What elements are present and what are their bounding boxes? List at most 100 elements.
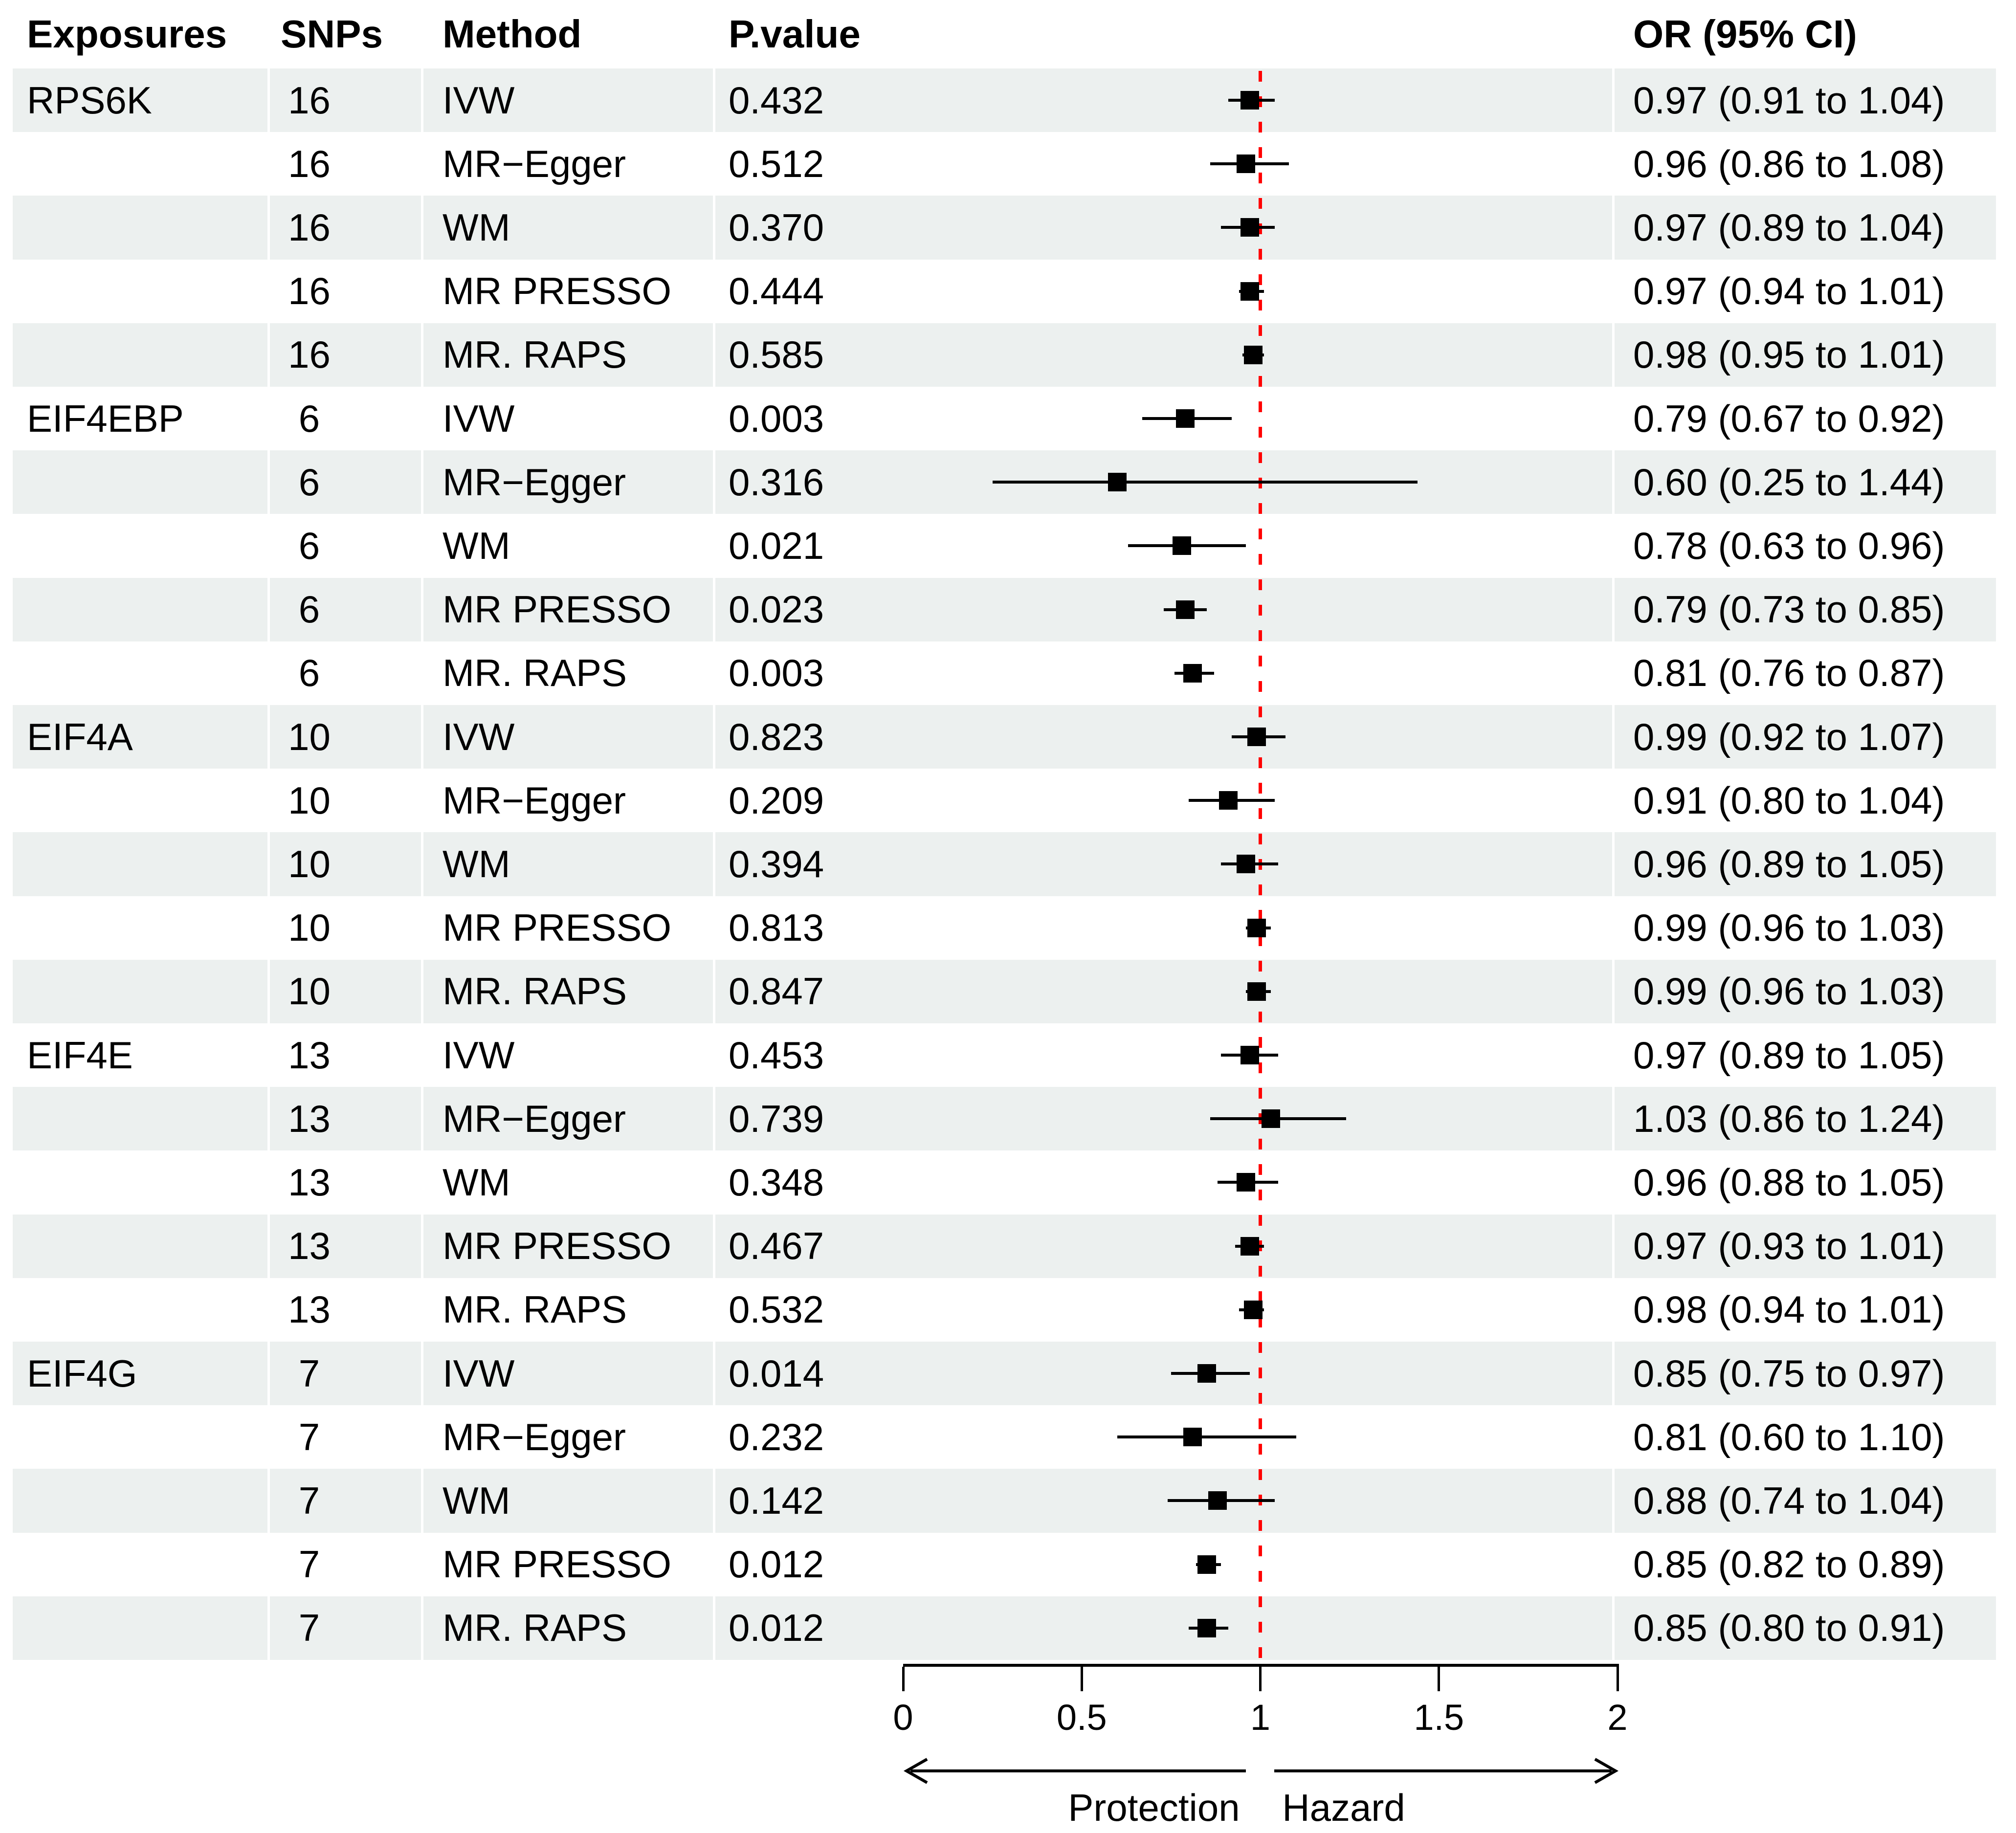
method-label: IVW bbox=[443, 1351, 515, 1395]
row-stripe bbox=[13, 832, 1996, 896]
or-ci-value: 0.85 (0.80 to 0.91) bbox=[1633, 1606, 1945, 1650]
snps-value: 6 bbox=[298, 397, 320, 440]
or-marker bbox=[1176, 600, 1195, 619]
or-ci-value: 0.91 (0.80 to 1.04) bbox=[1633, 778, 1945, 822]
or-marker bbox=[1218, 791, 1238, 810]
axis-tick-label: 0.5 bbox=[1056, 1697, 1107, 1738]
or-marker bbox=[1237, 1173, 1256, 1192]
table-row: EIF4A 10 IVW 0.823 0.99 (0.92 to 1.07) bbox=[0, 705, 2016, 769]
row-stripe bbox=[13, 577, 1996, 641]
row-stripe bbox=[13, 196, 1996, 260]
exposure-label: EIF4EBP bbox=[27, 397, 184, 440]
direction-arrows bbox=[903, 1758, 1619, 1784]
snps-value: 13 bbox=[288, 1224, 331, 1268]
header-method: Method bbox=[443, 12, 582, 56]
axis-tick-label: 1.5 bbox=[1414, 1697, 1464, 1738]
or-ci-value: 0.96 (0.89 to 1.05) bbox=[1633, 842, 1945, 885]
method-label: MR−Egger bbox=[443, 778, 626, 822]
or-ci-value: 0.79 (0.73 to 0.85) bbox=[1633, 588, 1945, 631]
axis-tick bbox=[902, 1667, 905, 1691]
table-row: 6 MR−Egger 0.316 0.60 (0.25 to 1.44) bbox=[0, 450, 2016, 514]
column-seam bbox=[713, 68, 715, 1660]
or-marker bbox=[1197, 1618, 1216, 1637]
snps-value: 6 bbox=[298, 524, 320, 567]
axis-tick bbox=[1438, 1667, 1440, 1691]
table-row: RPS6K 16 IVW 0.432 0.97 (0.91 to 1.04) bbox=[0, 68, 2016, 133]
or-marker bbox=[1240, 1237, 1259, 1256]
or-marker bbox=[1240, 91, 1259, 110]
x-axis-line bbox=[903, 1664, 1619, 1667]
snps-value: 6 bbox=[298, 651, 320, 695]
axis-tick-label: 0 bbox=[893, 1697, 913, 1738]
column-seam bbox=[421, 68, 423, 1660]
method-label: MR−Egger bbox=[443, 142, 626, 185]
table-row: 16 MR−Egger 0.512 0.96 (0.86 to 1.08) bbox=[0, 132, 2016, 196]
method-label: MR−Egger bbox=[443, 1415, 626, 1458]
or-marker bbox=[1108, 473, 1127, 492]
method-label: IVW bbox=[443, 1033, 515, 1077]
ci-line bbox=[992, 481, 1418, 484]
header-pvalue: P.value bbox=[729, 12, 861, 56]
or-ci-value: 0.85 (0.75 to 0.97) bbox=[1633, 1351, 1945, 1395]
table-row: EIF4G 7 IVW 0.014 0.85 (0.75 to 0.97) bbox=[0, 1342, 2016, 1406]
exposure-label: EIF4A bbox=[27, 715, 133, 758]
or-ci-value: 0.97 (0.89 to 1.04) bbox=[1633, 205, 1945, 249]
table-row: 16 WM 0.370 0.97 (0.89 to 1.04) bbox=[0, 196, 2016, 260]
method-label: WM bbox=[443, 842, 510, 885]
or-marker bbox=[1197, 1555, 1216, 1574]
or-marker bbox=[1208, 1491, 1227, 1510]
pvalue-value: 0.467 bbox=[729, 1224, 824, 1268]
header-snps: SNPs bbox=[281, 12, 383, 56]
or-ci-value: 0.81 (0.60 to 1.10) bbox=[1633, 1415, 1945, 1458]
method-label: MR. RAPS bbox=[443, 970, 627, 1013]
row-stripe bbox=[13, 1469, 1996, 1533]
pvalue-value: 0.847 bbox=[729, 970, 824, 1013]
or-marker bbox=[1243, 1300, 1263, 1319]
pvalue-value: 0.512 bbox=[729, 142, 824, 185]
or-ci-value: 0.96 (0.86 to 1.08) bbox=[1633, 142, 1945, 185]
snps-value: 16 bbox=[288, 205, 331, 249]
or-ci-value: 0.85 (0.82 to 0.89) bbox=[1633, 1543, 1945, 1586]
or-ci-value: 0.88 (0.74 to 1.04) bbox=[1633, 1479, 1945, 1522]
exposure-label: EIF4G bbox=[27, 1351, 137, 1395]
snps-value: 16 bbox=[288, 142, 331, 185]
snps-value: 10 bbox=[288, 970, 331, 1013]
or-marker bbox=[1240, 282, 1259, 301]
pvalue-value: 0.021 bbox=[729, 524, 824, 567]
pvalue-value: 0.432 bbox=[729, 78, 824, 122]
or-ci-value: 0.97 (0.93 to 1.01) bbox=[1633, 1224, 1945, 1268]
snps-value: 10 bbox=[288, 715, 331, 758]
method-label: WM bbox=[443, 205, 510, 249]
snps-value: 7 bbox=[298, 1606, 320, 1650]
snps-value: 13 bbox=[288, 1033, 331, 1077]
or-ci-value: 0.99 (0.96 to 1.03) bbox=[1633, 906, 1945, 950]
pvalue-value: 0.012 bbox=[729, 1543, 824, 1586]
reference-line bbox=[1259, 71, 1262, 1665]
pvalue-value: 0.012 bbox=[729, 1606, 824, 1650]
snps-value: 7 bbox=[298, 1543, 320, 1586]
row-stripe bbox=[13, 1342, 1996, 1406]
or-ci-value: 0.99 (0.96 to 1.03) bbox=[1633, 970, 1945, 1013]
method-label: IVW bbox=[443, 78, 515, 122]
or-ci-value: 0.98 (0.94 to 1.01) bbox=[1633, 1288, 1945, 1331]
or-marker bbox=[1237, 155, 1256, 174]
pvalue-value: 0.142 bbox=[729, 1479, 824, 1522]
table-row: 16 MR PRESSO 0.444 0.97 (0.94 to 1.01) bbox=[0, 260, 2016, 323]
pvalue-value: 0.585 bbox=[729, 333, 824, 376]
or-marker bbox=[1247, 728, 1266, 747]
table-row: 13 WM 0.348 0.96 (0.88 to 1.05) bbox=[0, 1150, 2016, 1214]
pvalue-value: 0.232 bbox=[729, 1415, 824, 1458]
method-label: IVW bbox=[443, 715, 515, 758]
or-marker bbox=[1247, 918, 1266, 937]
table-row: 6 MR. RAPS 0.003 0.81 (0.76 to 0.87) bbox=[0, 641, 2016, 705]
or-marker bbox=[1197, 1364, 1216, 1383]
method-label: MR PRESSO bbox=[443, 906, 672, 950]
or-marker bbox=[1243, 345, 1263, 364]
table-row: 7 WM 0.142 0.88 (0.74 to 1.04) bbox=[0, 1469, 2016, 1533]
header-or-ci: OR (95% CI) bbox=[1633, 12, 1857, 56]
row-stripe bbox=[13, 1596, 1996, 1660]
table-row: 13 MR. RAPS 0.532 0.98 (0.94 to 1.01) bbox=[0, 1278, 2016, 1342]
snps-value: 13 bbox=[288, 1160, 331, 1204]
method-label: MR. RAPS bbox=[443, 333, 627, 376]
